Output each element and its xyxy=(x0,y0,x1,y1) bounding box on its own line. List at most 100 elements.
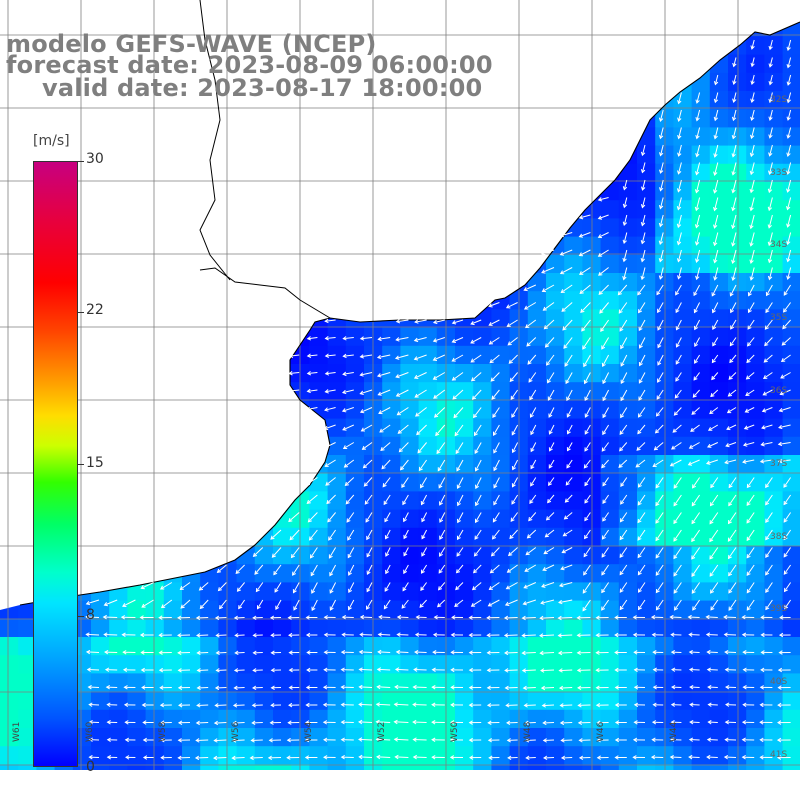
wind-cell xyxy=(746,655,765,674)
wind-cell xyxy=(0,655,19,674)
wind-cell xyxy=(546,582,565,602)
wind-arrow xyxy=(727,529,737,542)
wind-arrow xyxy=(287,720,300,725)
wind-arrow xyxy=(418,459,428,472)
wind-arrow xyxy=(709,564,719,577)
wind-arrow xyxy=(451,319,464,325)
wind-cell xyxy=(491,418,511,438)
wind-arrow xyxy=(473,407,482,419)
wind-cell xyxy=(691,618,711,638)
wind-cell xyxy=(709,564,729,583)
wind-arrow xyxy=(487,737,500,743)
wind-cell xyxy=(382,564,401,583)
wind-arrow xyxy=(566,407,573,418)
wind-arrow xyxy=(658,232,664,246)
wind-arrow xyxy=(179,582,191,590)
wind-arrow xyxy=(691,582,701,594)
wind-cell xyxy=(764,564,784,583)
wind-cell xyxy=(546,618,565,638)
wind-arrow xyxy=(304,755,318,760)
wind-arrow xyxy=(655,529,664,542)
wind-cell xyxy=(400,345,420,365)
wind-cell xyxy=(291,582,310,602)
wind-cell xyxy=(673,273,693,292)
wind-arrow xyxy=(324,389,336,394)
wind-arrow xyxy=(710,477,719,489)
wind-arrow xyxy=(270,650,282,655)
wind-arrow xyxy=(486,632,500,638)
wind-cell xyxy=(163,600,183,620)
wind-cell xyxy=(673,145,693,165)
wind-arrow xyxy=(557,633,573,638)
wind-arrow xyxy=(437,582,446,591)
wind-cell xyxy=(564,364,583,383)
wind-arrow xyxy=(597,214,609,220)
wind-arrow xyxy=(583,547,591,558)
wind-arrow xyxy=(456,459,464,472)
wind-arrow xyxy=(669,614,682,620)
wind-cell xyxy=(709,673,729,693)
wind-cell xyxy=(746,109,765,128)
wind-arrow xyxy=(305,720,318,725)
wind-cell xyxy=(182,637,201,656)
wind-cell xyxy=(418,709,438,729)
wind-cell xyxy=(564,527,583,547)
wind-arrow xyxy=(559,267,573,275)
wind-cell xyxy=(163,673,183,693)
wind-cell xyxy=(564,728,583,747)
wind-cell xyxy=(291,564,310,583)
wind-cell xyxy=(600,254,620,274)
wind-arrow xyxy=(358,649,373,655)
wind-cell xyxy=(400,509,420,529)
wind-arrow xyxy=(640,214,646,227)
wind-cell xyxy=(291,527,310,547)
wind-arrow xyxy=(539,633,555,638)
wind-cell xyxy=(637,491,656,511)
wind-cell xyxy=(455,418,474,438)
lat-label: 41S xyxy=(770,750,788,760)
wind-arrow xyxy=(530,477,537,487)
wind-arrow xyxy=(421,529,428,540)
wind-arrow xyxy=(597,232,609,239)
wind-arrow xyxy=(659,162,664,174)
wind-arrow xyxy=(523,582,537,589)
wind-cell xyxy=(273,709,292,729)
wind-arrow xyxy=(323,737,336,743)
wind-arrow xyxy=(359,632,373,637)
wind-cell xyxy=(527,436,547,456)
wind-arrow xyxy=(413,337,427,343)
wind-cell xyxy=(273,527,292,547)
wind-arrow xyxy=(141,599,154,608)
wind-arrow xyxy=(620,354,628,367)
wind-cell xyxy=(782,54,800,74)
wind-arrow xyxy=(724,667,737,672)
wind-cell xyxy=(709,163,729,183)
wind-arrow xyxy=(322,685,336,690)
wind-cell xyxy=(455,618,474,638)
wind-cell xyxy=(637,218,656,238)
wind-arrow xyxy=(506,738,518,743)
wind-cell xyxy=(746,127,765,147)
wind-cell xyxy=(600,291,620,310)
wind-arrow xyxy=(746,354,755,364)
wind-arrow xyxy=(358,667,373,672)
wind-arrow xyxy=(732,92,737,103)
wind-cell xyxy=(200,655,219,674)
wind-cell xyxy=(345,364,365,383)
wind-cell xyxy=(473,673,492,693)
wind-arrow xyxy=(529,407,537,418)
colorbar-tickmark xyxy=(78,161,84,162)
wind-cell xyxy=(746,637,765,656)
wind-arrow xyxy=(384,582,391,592)
wind-arrow xyxy=(431,755,445,760)
wind-arrow xyxy=(695,127,701,140)
wind-cell xyxy=(345,618,365,638)
wind-cell xyxy=(400,382,420,401)
wind-arrow xyxy=(288,353,300,358)
wind-arrow xyxy=(731,267,737,282)
wind-cell xyxy=(782,436,800,456)
wind-cell xyxy=(782,473,800,492)
wind-arrow xyxy=(750,127,755,140)
wind-cell xyxy=(309,364,329,383)
wind-cell xyxy=(600,273,620,292)
